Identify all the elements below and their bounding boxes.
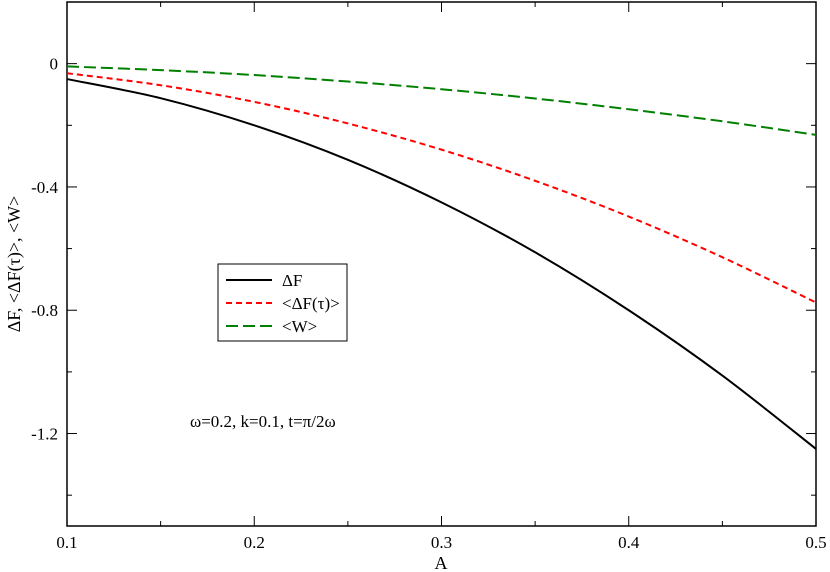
- legend: ΔF <ΔF(τ)> <W>: [217, 263, 348, 342]
- legend-label-delta-f: ΔF: [282, 271, 302, 290]
- x-tick-label: 0.2: [244, 533, 265, 552]
- x-axis: 0.1 0.2 0.3 0.4 0.5: [56, 2, 827, 552]
- legend-label-delta-f-tau: <ΔF(τ)>: [282, 294, 340, 313]
- x-tick-label: 0.5: [805, 533, 826, 552]
- plot-area-frame: [66, 1, 817, 527]
- x-tick-label: 0.1: [56, 533, 77, 552]
- series-line-1: [66, 72, 817, 304]
- y-tick-label: -0.8: [31, 301, 58, 320]
- x-tick-label: 0.4: [618, 533, 640, 552]
- series-line-2: [66, 65, 817, 136]
- y-tick-label: -1.2: [31, 425, 58, 444]
- series-layer: [66, 65, 817, 450]
- y-tick-label: -0.4: [31, 178, 58, 197]
- x-axis-title: A: [435, 553, 448, 572]
- y-axis-title: ΔF, <ΔF(τ)>, <W>: [4, 196, 25, 333]
- legend-label-work: <W>: [282, 317, 317, 336]
- y-tick-label: 0: [50, 55, 59, 74]
- series-line-0: [66, 78, 817, 450]
- y-axis: 0 -0.4 -0.8 -1.2: [31, 1, 816, 496]
- parameter-annotation: ω=0.2, k=0.1, t=π/2ω: [190, 412, 336, 431]
- x-tick-label: 0.3: [431, 533, 452, 552]
